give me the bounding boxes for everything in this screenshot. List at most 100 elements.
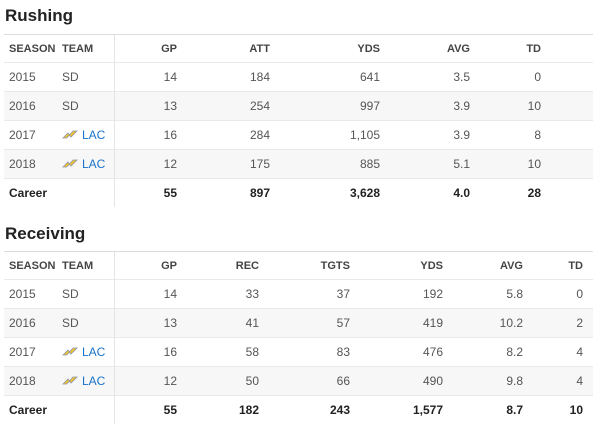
gp-cell: 14 bbox=[114, 279, 177, 309]
rushing-top-rule bbox=[4, 34, 593, 35]
td-cell: 10 bbox=[470, 91, 541, 121]
col-header-season[interactable]: SEASON bbox=[9, 42, 56, 55]
avg-cell: 5.1 bbox=[380, 149, 470, 179]
gp-cell: 12 bbox=[114, 366, 177, 396]
career-label: Career bbox=[4, 395, 115, 424]
td-cell: 0 bbox=[470, 62, 541, 92]
rushing-title: Rushing bbox=[5, 6, 73, 25]
season-cell: 2015 bbox=[4, 62, 59, 92]
receiving-header-row: SEASON TEAM GP REC TGTS YDS AVG TD bbox=[4, 252, 593, 280]
career-gp: 55 bbox=[114, 395, 177, 424]
team-cell: SD bbox=[59, 279, 115, 309]
receiving-top-rule bbox=[4, 251, 593, 252]
gp-cell: 12 bbox=[114, 149, 177, 179]
chargers-bolt-icon bbox=[62, 130, 78, 139]
col-header-team[interactable]: TEAM bbox=[59, 35, 115, 63]
rushing-header-row: SEASON TEAM GP ATT YDS AVG TD bbox=[4, 35, 593, 63]
td-cell: 4 bbox=[523, 366, 593, 396]
avg-cell: 9.8 bbox=[443, 366, 523, 396]
career-label: Career bbox=[4, 178, 115, 207]
gp-cell: 16 bbox=[114, 337, 177, 367]
team-cell: SD bbox=[59, 91, 115, 121]
yds-cell: 419 bbox=[350, 308, 443, 338]
avg-cell: 3.9 bbox=[380, 91, 470, 121]
tgts-cell: 37 bbox=[259, 279, 350, 309]
td-cell: 2 bbox=[523, 308, 593, 338]
col-header-yds[interactable]: YDS bbox=[420, 259, 443, 272]
career-tgts: 243 bbox=[259, 395, 350, 424]
gp-cell: 13 bbox=[114, 91, 177, 121]
col-header-rec[interactable]: REC bbox=[235, 259, 259, 272]
yds-cell: 490 bbox=[350, 366, 443, 396]
team-cell: SD bbox=[59, 308, 115, 338]
table-row: 2018 LAC 12 175 885 5.1 10 bbox=[4, 149, 593, 179]
col-header-gp[interactable]: GP bbox=[161, 259, 177, 272]
yds-cell: 641 bbox=[270, 62, 380, 92]
season-cell: 2017 bbox=[4, 337, 59, 367]
team-cell: SD bbox=[59, 62, 115, 92]
td-cell: 4 bbox=[523, 337, 593, 367]
career-avg: 8.7 bbox=[443, 395, 523, 424]
col-header-avg[interactable]: AVG bbox=[446, 42, 470, 55]
table-row: 2017 LAC 16 284 1,105 3.9 8 bbox=[4, 120, 593, 150]
att-cell: 254 bbox=[177, 91, 270, 121]
tgts-cell: 83 bbox=[259, 337, 350, 367]
table-row: 2018 LAC 12 50 66 490 9.8 4 bbox=[4, 366, 593, 396]
col-header-td[interactable]: TD bbox=[568, 259, 583, 272]
td-cell: 0 bbox=[523, 279, 593, 309]
table-row: 2015 SD 14 33 37 192 5.8 0 bbox=[4, 279, 593, 309]
chargers-bolt-icon bbox=[62, 159, 78, 168]
att-cell: 284 bbox=[177, 120, 270, 150]
col-header-gp[interactable]: GP bbox=[161, 42, 177, 55]
rushing-table: SEASON TEAM GP ATT YDS AVG TD 2015 SD 14… bbox=[4, 35, 593, 207]
att-cell: 175 bbox=[177, 149, 270, 179]
career-td: 10 bbox=[523, 395, 593, 424]
gp-cell: 13 bbox=[114, 308, 177, 338]
avg-cell: 10.2 bbox=[443, 308, 523, 338]
avg-cell: 3.5 bbox=[380, 62, 470, 92]
rec-cell: 50 bbox=[177, 366, 259, 396]
table-row: 2015 SD 14 184 641 3.5 0 bbox=[4, 62, 593, 92]
receiving-table: SEASON TEAM GP REC TGTS YDS AVG TD 2015 … bbox=[4, 252, 593, 424]
career-yds: 1,577 bbox=[350, 395, 443, 424]
gp-cell: 14 bbox=[114, 62, 177, 92]
yds-cell: 997 bbox=[270, 91, 380, 121]
career-row: Career 55 897 3,628 4.0 28 bbox=[4, 178, 593, 207]
season-cell: 2017 bbox=[4, 120, 59, 150]
season-cell: 2016 bbox=[4, 308, 59, 338]
att-cell: 184 bbox=[177, 62, 270, 92]
rec-cell: 41 bbox=[177, 308, 259, 338]
team-link[interactable]: LAC bbox=[82, 373, 106, 388]
season-cell: 2015 bbox=[4, 279, 59, 309]
rec-cell: 58 bbox=[177, 337, 259, 367]
career-yds: 3,628 bbox=[270, 178, 380, 207]
col-header-tgts[interactable]: TGTS bbox=[320, 259, 350, 272]
col-header-att[interactable]: ATT bbox=[249, 42, 270, 55]
col-header-team[interactable]: TEAM bbox=[59, 252, 115, 280]
season-cell: 2016 bbox=[4, 91, 59, 121]
team-cell: LAC bbox=[59, 120, 115, 150]
col-header-avg[interactable]: AVG bbox=[499, 259, 523, 272]
receiving-title: Receiving bbox=[5, 224, 86, 243]
col-header-td[interactable]: TD bbox=[526, 42, 541, 55]
team-link[interactable]: LAC bbox=[82, 127, 106, 142]
avg-cell: 8.2 bbox=[443, 337, 523, 367]
career-gp: 55 bbox=[114, 178, 177, 207]
avg-cell: 3.9 bbox=[380, 120, 470, 150]
table-row: 2016 SD 13 41 57 419 10.2 2 bbox=[4, 308, 593, 338]
tgts-cell: 57 bbox=[259, 308, 350, 338]
gp-cell: 16 bbox=[114, 120, 177, 150]
col-header-yds[interactable]: YDS bbox=[357, 42, 380, 55]
team-link[interactable]: LAC bbox=[82, 344, 106, 359]
team-cell: LAC bbox=[59, 337, 115, 367]
career-avg: 4.0 bbox=[380, 178, 470, 207]
td-cell: 10 bbox=[470, 149, 541, 179]
career-att: 897 bbox=[177, 178, 270, 207]
season-cell: 2018 bbox=[4, 366, 59, 396]
team-link[interactable]: LAC bbox=[82, 156, 106, 171]
avg-cell: 5.8 bbox=[443, 279, 523, 309]
rec-cell: 33 bbox=[177, 279, 259, 309]
team-cell: LAC bbox=[59, 149, 115, 179]
table-row: 2017 LAC 16 58 83 476 8.2 4 bbox=[4, 337, 593, 367]
col-header-season[interactable]: SEASON bbox=[9, 259, 56, 272]
